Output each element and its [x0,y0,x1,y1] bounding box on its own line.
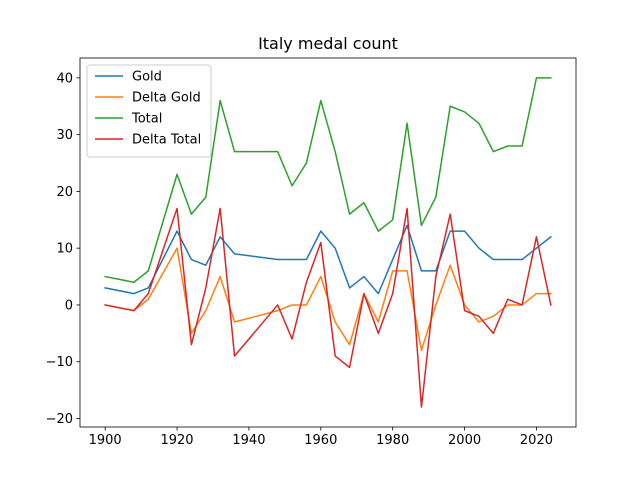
series-line-delta-gold [104,247,552,352]
y-tick-label: 20 [56,185,73,200]
series-lines [104,77,552,408]
x-tick-label: 2000 [448,433,481,448]
y-tick-label: −20 [46,412,73,427]
chart-title: Italy medal count [258,34,398,53]
x-tick-label: 1900 [89,433,122,448]
legend-label-delta-total: Delta Total [132,133,201,148]
x-tick-label: 1960 [304,433,337,448]
y-tick-label: −10 [46,355,73,370]
x-tick-label: 2020 [520,433,553,448]
legend-label-delta-gold: Delta Gold [132,91,201,106]
series-line-delta-total [104,207,552,408]
x-tick-label: 1920 [160,433,193,448]
legend-label-gold: Gold [132,70,162,85]
y-tick-label: 10 [56,242,73,257]
legend: Gold Delta Gold Total Delta Total [86,64,212,158]
y-tick-label: 0 [65,298,73,313]
plot-frame [79,57,577,428]
y-tick-label: 40 [56,71,73,86]
legend-label-total: Total [131,112,162,127]
series-line-total [104,77,552,283]
legend-box [86,64,212,158]
y-tick-label: 30 [56,128,73,143]
series-line-gold [104,224,552,295]
x-tick-label: 1980 [376,433,409,448]
x-tick-label: 1940 [232,433,265,448]
axes: 1900 1920 1940 1960 1980 2000 2020 −20 −10 0 10 20 3… [46,57,577,448]
